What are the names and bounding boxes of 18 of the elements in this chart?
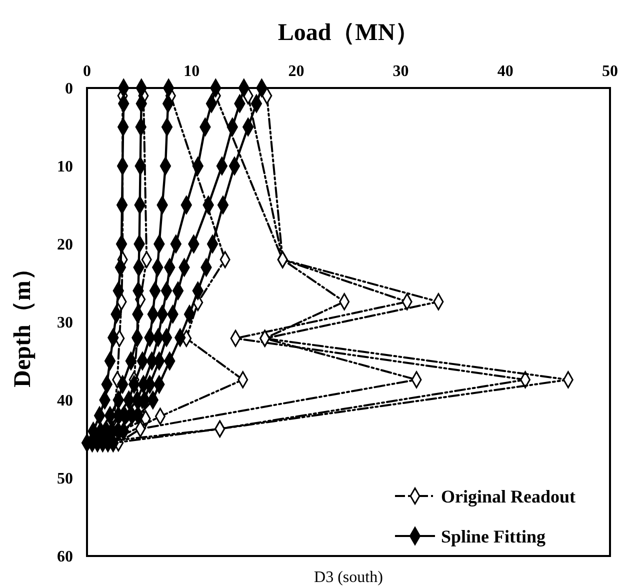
y-axis-title: Depth（m） <box>10 256 36 388</box>
y-tick-label: 30 <box>57 314 73 332</box>
x-tick-label: 30 <box>392 63 409 80</box>
y-tick-label: 60 <box>57 548 73 566</box>
x-tick-label: 10 <box>184 63 200 80</box>
y-tick-label: 40 <box>57 392 73 410</box>
x-axis-title: Load（MN） <box>278 20 420 46</box>
y-tick-label: 0 <box>65 80 73 98</box>
text: D3 (south) <box>314 569 383 586</box>
legend-label: Original Readout <box>441 486 576 506</box>
y-tick-label: 20 <box>57 236 73 254</box>
x-tick-label: 0 <box>83 63 91 80</box>
x-tick-label: 50 <box>602 63 618 80</box>
x-tick-label: 40 <box>497 63 514 80</box>
y-tick-label: 50 <box>57 470 73 488</box>
x-tick-label: 20 <box>288 63 304 80</box>
y-tick-label: 10 <box>57 158 73 176</box>
legend-label: Spline Fitting <box>441 526 546 546</box>
